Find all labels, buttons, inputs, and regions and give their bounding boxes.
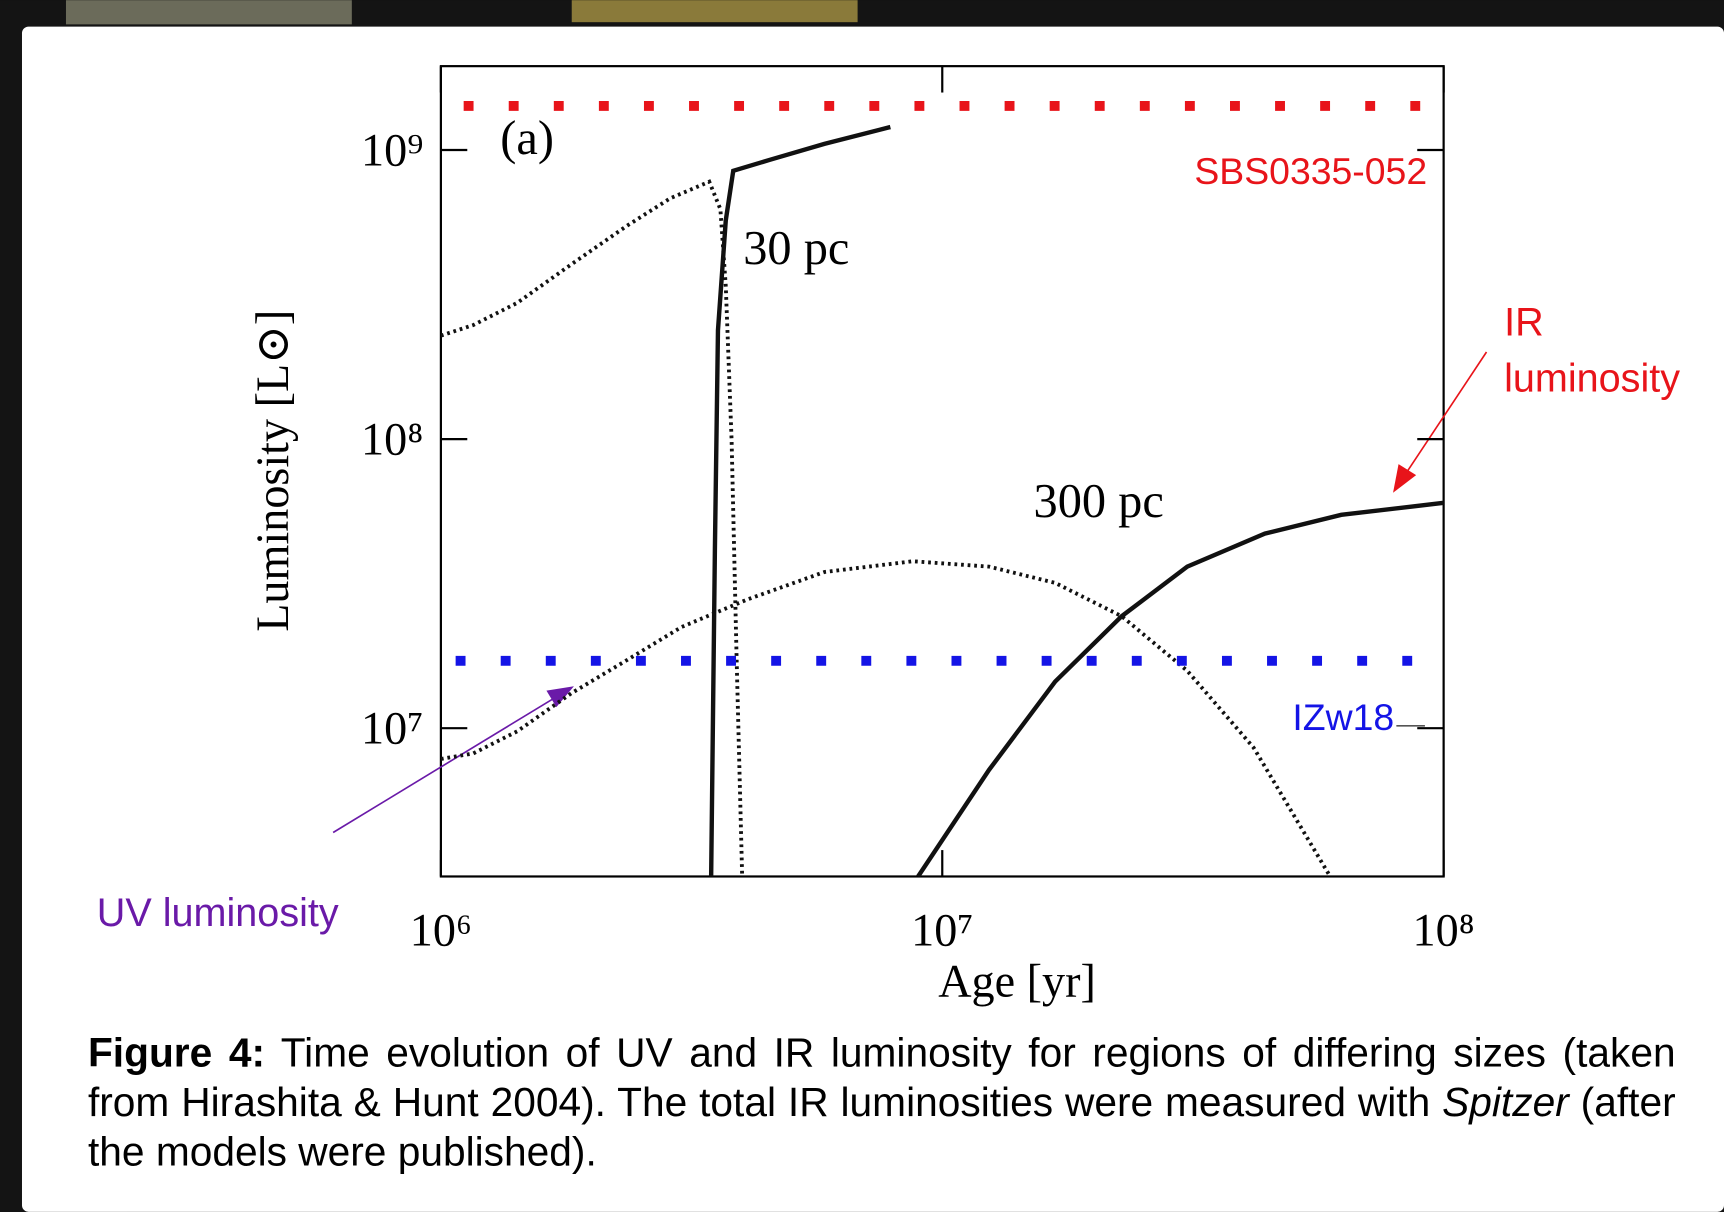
caption-text: (after the models were published). <box>87 1079 1676 1175</box>
series-line <box>708 124 891 877</box>
caption-italic: Spitzer <box>1442 1079 1569 1125</box>
caption-box: Figure 4: Time evolution of UV and IR lu… <box>88 1028 1676 1176</box>
annotation: 30 pc <box>743 222 849 275</box>
annotation: IR <box>1504 301 1544 345</box>
y-tick-label: 10⁷ <box>361 703 423 754</box>
annotation: 300 pc <box>1034 475 1164 528</box>
photo-strip <box>65 0 352 25</box>
y-axis-label: Luminosity [L⊙] <box>247 310 298 632</box>
arrow <box>1405 351 1488 474</box>
x-axis-label: Age [yr] <box>938 955 1096 1006</box>
arrowhead <box>1393 464 1417 493</box>
series-line <box>440 179 745 877</box>
x-tick-label: 10⁸ <box>1413 905 1475 956</box>
arrowhead <box>546 686 574 708</box>
y-tick-label: 10⁸ <box>361 413 423 464</box>
x-tick-label: 10⁷ <box>911 905 973 956</box>
series-label: IZw18 <box>1292 696 1394 738</box>
annotation: (a) <box>500 112 554 165</box>
photo-strip <box>571 0 858 23</box>
x-tick-label: 10⁶ <box>410 905 472 956</box>
y-tick-label: 10⁹ <box>361 124 423 175</box>
caption-bold: Figure 4: <box>87 1030 265 1076</box>
caption-text: Time evolution of UV and IR luminosity f… <box>87 1030 1676 1125</box>
arrow <box>332 695 558 834</box>
series-label: SBS0335-052 <box>1194 150 1427 192</box>
annotation: UV luminosity <box>97 891 339 935</box>
series-line <box>916 500 1444 877</box>
caption: Figure 4: Time evolution of UV and IR lu… <box>88 1028 1676 1176</box>
annotation: luminosity <box>1504 357 1680 401</box>
slide-panel <box>21 26 1724 1212</box>
series-line <box>440 559 1332 877</box>
